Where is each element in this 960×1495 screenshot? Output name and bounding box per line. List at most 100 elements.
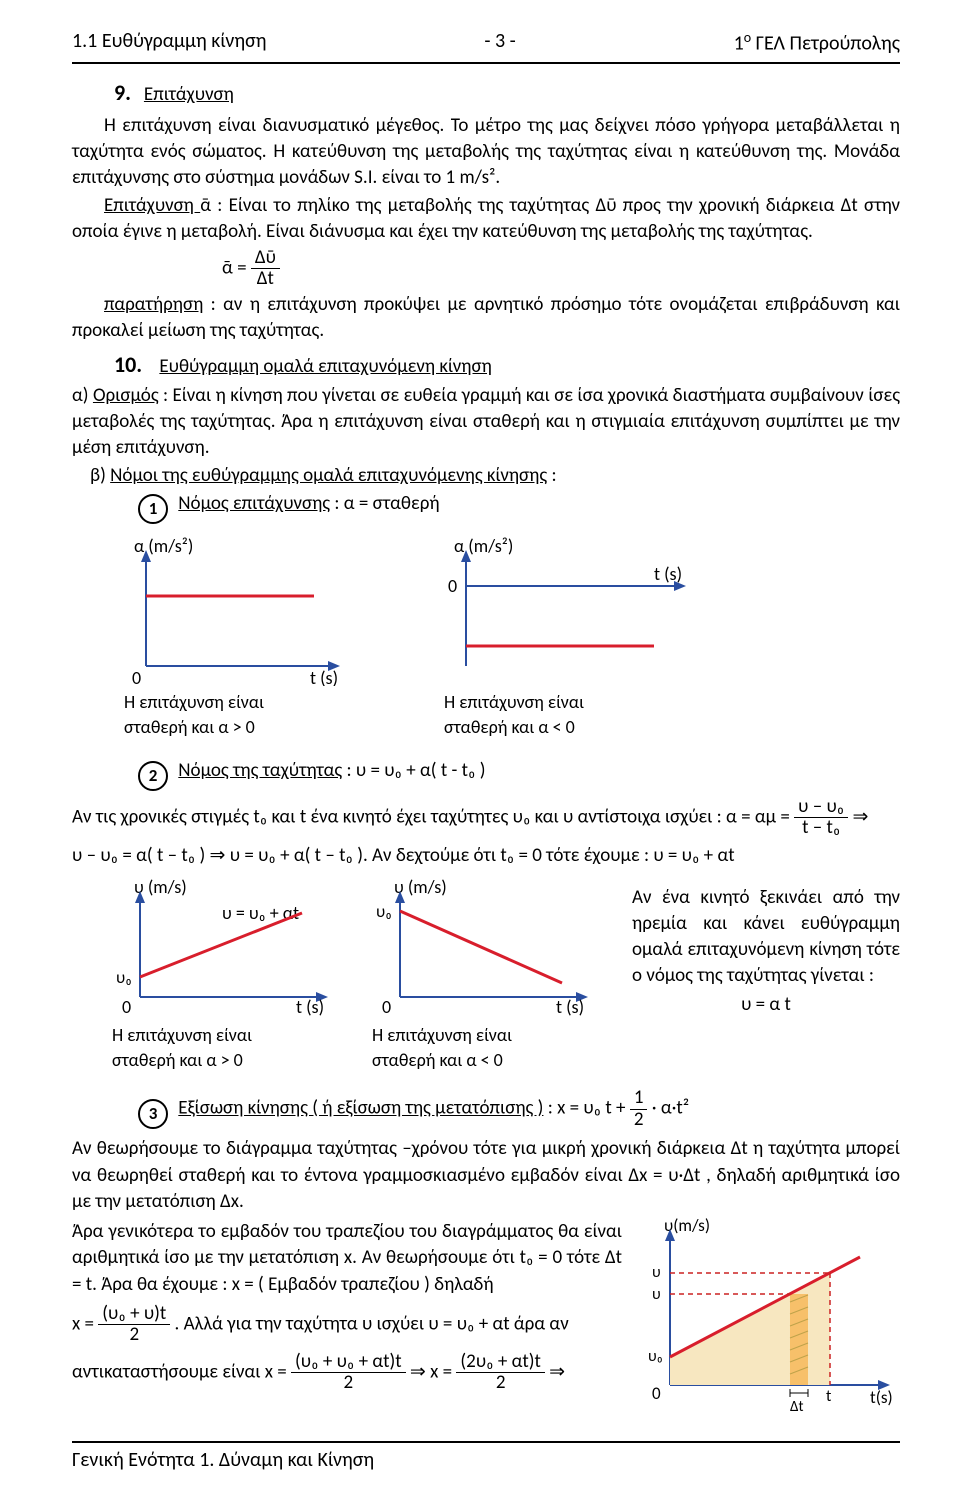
law-1: 1 Νόμος επιτάχυνσης : α = σταθερή bbox=[72, 491, 900, 524]
law3-p4: αντικαταστήσουμε είναι x = (υ₀ + υ₀ + αt… bbox=[72, 1352, 622, 1394]
frac2-bot: t – t₀ bbox=[794, 818, 848, 839]
chart-v-positive: υ (m/s) υ₀ 0 t (s) υ = υ₀ + αt Η επιτάχυ… bbox=[112, 879, 342, 1073]
frac2-top: υ – υ₀ bbox=[794, 797, 848, 819]
law-3-title: Εξίσωση κίνησης ( ή εξίσωση της μετατόπι… bbox=[178, 1097, 543, 1120]
svg-text:υ (m/s): υ (m/s) bbox=[134, 879, 187, 898]
f4t: (υ₀ + υ₀ + αt)t bbox=[291, 1352, 406, 1374]
f5t: (2υ₀ + αt)t bbox=[456, 1352, 544, 1374]
bullet-3: 3 bbox=[138, 1099, 168, 1129]
section-10-number: 10. bbox=[114, 351, 142, 378]
svg-text:Δt: Δt bbox=[790, 1398, 804, 1416]
chart-a2-caption: Η επιτάχυνση είναι σταθερή και α < 0 bbox=[444, 690, 694, 740]
section-10-heading: 10. Ευθύγραμμη ομαλά επιταχυνόμενη κίνησ… bbox=[72, 350, 900, 380]
trapezoid-svg: υ(m/s) 0 t(s) υ υ υ₀ t bbox=[640, 1217, 900, 1417]
footer: Γενική Ενότητα 1. Δύναμη και Κίνηση bbox=[72, 1441, 900, 1475]
svg-text:0: 0 bbox=[382, 996, 391, 1018]
svg-text:0: 0 bbox=[122, 996, 131, 1018]
arr1: ⇒ x = bbox=[410, 1360, 457, 1383]
law3-ft: 1 bbox=[630, 1088, 648, 1110]
law-3: 3 Εξίσωση κίνησης ( ή εξίσωση της μετατό… bbox=[72, 1088, 900, 1130]
chart-v2-svg: υ (m/s) υ₀ 0 t (s) bbox=[372, 879, 602, 1019]
svg-text:t (s): t (s) bbox=[310, 667, 338, 686]
eq-lhs: ᾱ = bbox=[222, 256, 247, 279]
chart-a-negative: α (m/s²) 0 t (s) Η επιτάχυνση είναι σταθ… bbox=[444, 536, 694, 740]
section-9-title: Επιτάχυνση bbox=[144, 83, 234, 106]
svg-text:υ (m/s): υ (m/s) bbox=[394, 879, 447, 898]
bullet-2: 2 bbox=[138, 761, 168, 791]
velocity-charts-row: υ (m/s) υ₀ 0 t (s) υ = υ₀ + αt Η επιτάχυ… bbox=[112, 879, 900, 1073]
svg-text:t (s): t (s) bbox=[296, 996, 324, 1018]
law3-rhs: : x = υ₀ t + bbox=[548, 1097, 630, 1120]
svg-text:0: 0 bbox=[448, 575, 457, 597]
header-center: - 3 - bbox=[484, 28, 515, 58]
chart-a1-caption: Η επιτάχυνση είναι σταθερή και α > 0 bbox=[124, 690, 374, 740]
beta-label: β) bbox=[90, 464, 110, 487]
law-2-text-b: υ – υ₀ = α( t – t₀ ) ⇒ υ = υ₀ + α( t – t… bbox=[72, 843, 900, 869]
law-2-rhs: : υ = υ₀ + α( t - t₀ ) bbox=[347, 759, 486, 782]
f3t: (υ₀ + υ)t bbox=[98, 1304, 170, 1326]
eq-top: Δῡ bbox=[251, 248, 280, 270]
l3d-a: αντικαταστήσουμε είναι x = bbox=[72, 1360, 291, 1383]
header-left: 1.1 Ευθύγραμμη κίνηση bbox=[72, 28, 267, 58]
svg-text:t (s): t (s) bbox=[556, 996, 584, 1018]
svg-text:t (s): t (s) bbox=[654, 563, 682, 585]
svg-text:υ₀: υ₀ bbox=[648, 1347, 663, 1366]
l3c-b: . Αλλά για την ταχύτητα υ ισχύει υ = υ₀ … bbox=[175, 1312, 569, 1335]
arr2: ⇒ bbox=[549, 1360, 565, 1383]
section-9-p2: Επιτάχυνση ᾱ : Είναι το πηλίκο της μεταβ… bbox=[72, 193, 900, 245]
law3-row: Άρα γενικότερα το εμβαδόν του τραπεζίου … bbox=[72, 1217, 900, 1417]
definition: α) Ορισμός : Είναι η κίνηση που γίνεται … bbox=[72, 383, 900, 462]
law-1-title: Νόμος επιτάχυνσης bbox=[178, 492, 330, 515]
side-text: Αν ένα κινητό ξεκινάει από την ηρεμία κα… bbox=[632, 885, 900, 990]
eq-bot: Δt bbox=[251, 269, 280, 290]
acceleration-formula: ᾱ = ΔῡΔt bbox=[72, 248, 900, 290]
law3-p1: Αν θεωρήσουμε το διάγραμμα ταχύτητας –χρ… bbox=[72, 1136, 900, 1215]
laws-title: Νόμοι της ευθύγραμμης ομαλά επιταχυνόμεν… bbox=[110, 464, 547, 487]
svg-text:υ: υ bbox=[652, 1263, 661, 1282]
acceleration-charts: α (m/s²) 0 t (s) Η επιτάχυνση είναι σταθ… bbox=[124, 536, 900, 740]
section-9-number: 9. bbox=[114, 79, 131, 106]
section-10-title: Ευθύγραμμη ομαλά επιταχυνόμενη κίνηση bbox=[159, 355, 491, 378]
chart-v-negative: υ (m/s) υ₀ 0 t (s) Η επιτάχυνση είναι στ… bbox=[372, 879, 602, 1073]
svg-text:0: 0 bbox=[132, 667, 141, 686]
header: 1.1 Ευθύγραμμη κίνηση - 3 - 1ο ΓΕΛ Πετρο… bbox=[72, 28, 900, 64]
svg-text:υ₀: υ₀ bbox=[376, 901, 392, 922]
law-2-title: Νόμος της ταχύτητας bbox=[178, 759, 342, 782]
svg-text:υ = υ₀ + αt: υ = υ₀ + αt bbox=[222, 902, 299, 924]
law-2-text: Αν τις χρονικές στιγμές t₀ και t ένα κιν… bbox=[72, 797, 900, 839]
definition-title: Ορισμός bbox=[93, 384, 159, 407]
side-note: Αν ένα κινητό ξεκινάει από την ηρεμία κα… bbox=[632, 879, 900, 1073]
alpha-label: α) bbox=[72, 384, 93, 407]
law3-fb: 2 bbox=[630, 1110, 648, 1131]
law2-p1: Αν τις χρονικές στιγμές t₀ και t ένα κιν… bbox=[72, 805, 794, 828]
side-eq: υ = α t bbox=[632, 992, 900, 1018]
header-right: 1ο ΓΕΛ Πετρούπολης bbox=[734, 28, 900, 58]
svg-text:t: t bbox=[826, 1387, 832, 1406]
f5b: 2 bbox=[456, 1373, 544, 1394]
section-9-note: παρατήρηση : αν η επιτάχυνση προκύψει με… bbox=[72, 292, 900, 344]
l3c-a: x = bbox=[72, 1312, 98, 1335]
law-1-rhs: : α = σταθερή bbox=[334, 492, 439, 515]
svg-text:υ₀: υ₀ bbox=[116, 967, 132, 988]
chart-a-positive: α (m/s²) 0 t (s) Η επιτάχυνση είναι σταθ… bbox=[124, 536, 374, 740]
f4b: 2 bbox=[291, 1373, 406, 1394]
svg-text:t(s): t(s) bbox=[870, 1387, 893, 1408]
section-9-p2a: Επιτάχυνση bbox=[104, 194, 200, 217]
bullet-1: 1 bbox=[138, 494, 168, 524]
svg-text:υ: υ bbox=[652, 1285, 661, 1304]
section-9-p1: Η επιτάχυνση είναι διανυσματικό μέγεθος.… bbox=[72, 113, 900, 192]
svg-text:α (m/s²): α (m/s²) bbox=[454, 536, 513, 557]
laws-colon: : bbox=[547, 464, 556, 487]
trapezoid-chart: υ(m/s) 0 t(s) υ υ υ₀ t bbox=[640, 1217, 900, 1417]
chart-a2-svg: α (m/s²) 0 t (s) bbox=[444, 536, 704, 686]
law-2: 2 Νόμος της ταχύτητας : υ = υ₀ + α( t - … bbox=[72, 758, 900, 791]
law3-p3: x = (υ₀ + υ)t2 . Αλλά για την ταχύτητα υ… bbox=[72, 1304, 622, 1346]
chart-v2-caption: Η επιτάχυνση είναι σταθερή και α < 0 bbox=[372, 1023, 602, 1073]
definition-text: : Είναι η κίνηση που γίνεται σε ευθεία γ… bbox=[72, 384, 900, 459]
section-9-heading: 9. Επιτάχυνση bbox=[72, 78, 900, 108]
chart-v1-caption: Η επιτάχυνση είναι σταθερή και α > 0 bbox=[112, 1023, 342, 1073]
chart-a1-svg: α (m/s²) 0 t (s) bbox=[124, 536, 354, 686]
chart-v1-svg: υ (m/s) υ₀ 0 t (s) υ = υ₀ + αt bbox=[112, 879, 342, 1019]
note-label: παρατήρηση bbox=[104, 293, 203, 316]
law3-tail: · α·t² bbox=[652, 1097, 689, 1120]
